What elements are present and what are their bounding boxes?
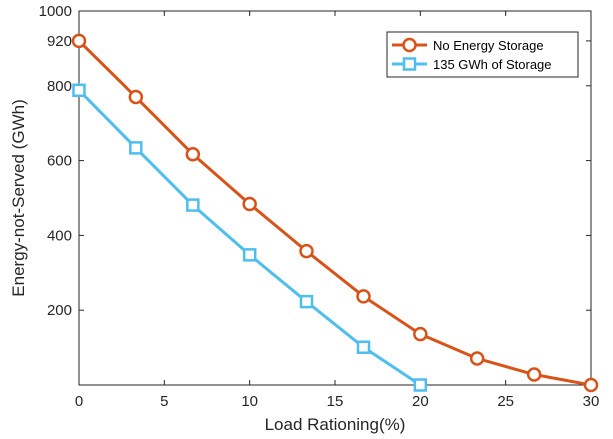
series-line: [77, 39, 592, 387]
data-point: [413, 326, 428, 342]
data-point: [242, 196, 257, 212]
series-layer: [71, 33, 599, 393]
data-point: [526, 367, 542, 382]
y-tick-label: 600: [47, 153, 72, 170]
data-point: [71, 33, 87, 49]
y-tick-label: 200: [47, 302, 72, 319]
data-point: [129, 141, 143, 155]
data-point: [413, 378, 428, 392]
data-point: [299, 294, 314, 309]
series-with-storage: [72, 83, 428, 392]
data-point: [299, 243, 314, 259]
data-point: [186, 198, 200, 212]
legend-box: [386, 31, 579, 78]
x-tick-label: 25: [497, 393, 514, 410]
x-tick-label: 15: [327, 393, 344, 410]
x-tick-label: 5: [160, 393, 168, 410]
legend-circle-marker: [402, 37, 417, 53]
y-tick-label: 1000: [39, 3, 72, 20]
data-point: [469, 351, 485, 366]
data-point: [356, 289, 371, 304]
x-axis-ticks: 0 5 10 15 20 25 30: [75, 11, 600, 410]
x-axis-label: Load Rationing(%): [265, 415, 406, 434]
legend-label: No Energy Storage: [433, 38, 544, 53]
y-tick-label: 800: [47, 78, 72, 95]
series-no-storage: [71, 33, 599, 393]
y-axis-ticks: 200 400 600 800 920 1000: [39, 3, 591, 319]
x-tick-label: 0: [75, 393, 83, 410]
data-point: [185, 146, 201, 162]
y-tick-label: 920: [47, 33, 72, 50]
data-point: [72, 83, 86, 98]
data-point: [583, 377, 599, 393]
data-point: [356, 340, 371, 354]
x-tick-label: 20: [412, 393, 429, 410]
legend-square-marker: [402, 57, 417, 71]
x-tick-label: 30: [583, 393, 600, 410]
legend: No Energy Storage 135 GWh of Storage: [386, 31, 579, 78]
y-tick-label: 400: [47, 227, 72, 244]
y-axis-label: Energy-not-Served (GWh): [9, 99, 28, 296]
x-tick-label: 10: [241, 393, 258, 410]
data-point: [128, 89, 144, 105]
data-point: [242, 248, 257, 262]
legend-label: 135 GWh of Storage: [433, 57, 552, 72]
